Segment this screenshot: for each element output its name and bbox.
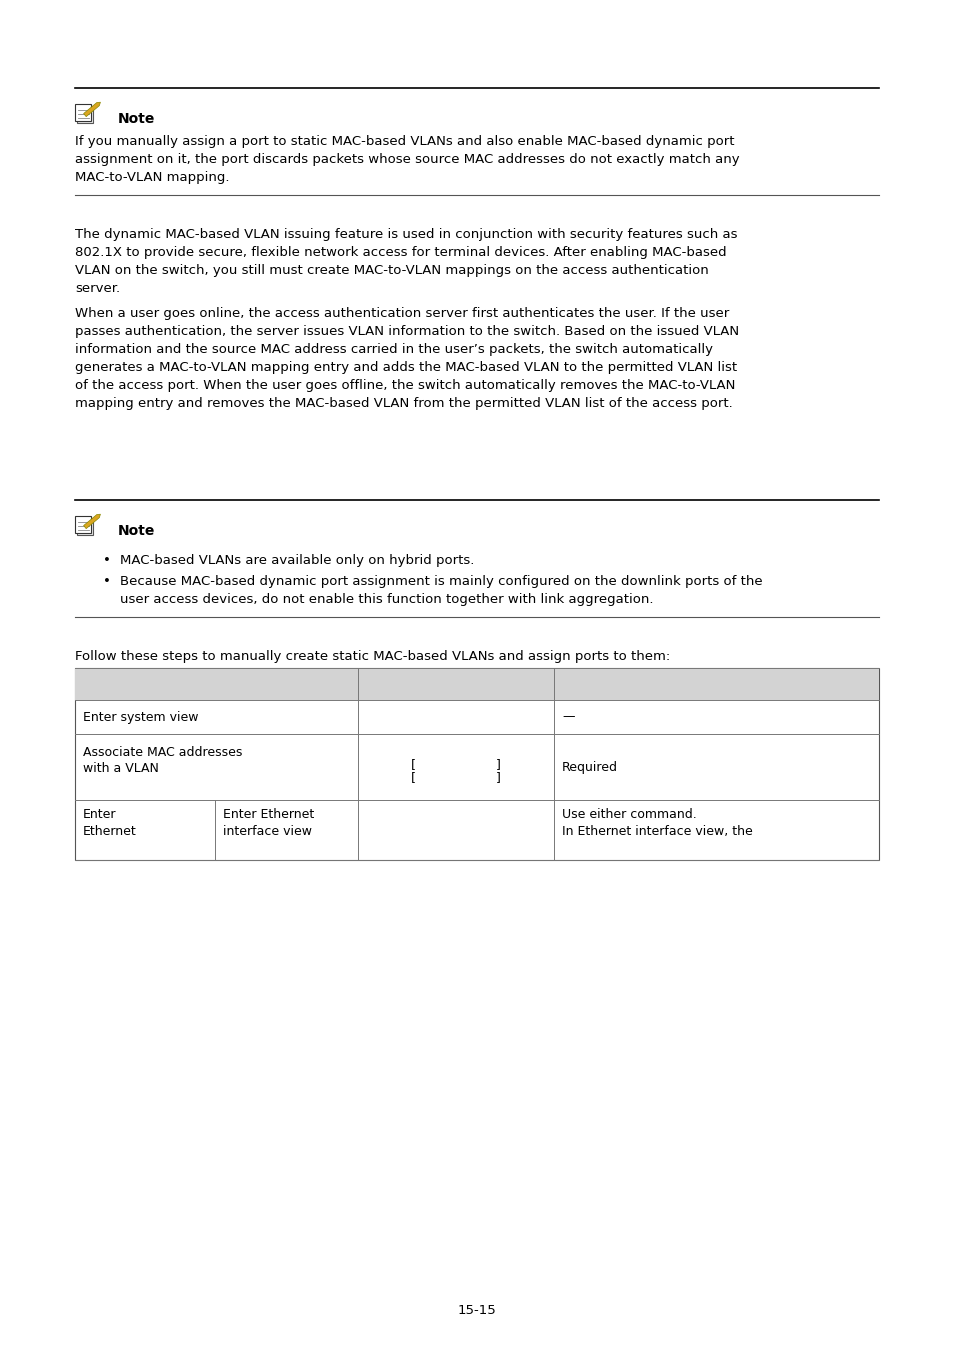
Text: server.: server. xyxy=(75,282,120,296)
Text: Required: Required xyxy=(561,760,618,774)
Bar xyxy=(75,516,91,533)
Text: •: • xyxy=(103,554,111,567)
Text: Note: Note xyxy=(118,112,155,126)
Text: •: • xyxy=(103,575,111,589)
Text: Note: Note xyxy=(118,524,155,539)
Bar xyxy=(75,104,91,122)
Text: 15-15: 15-15 xyxy=(457,1304,496,1316)
Text: Use either command.: Use either command. xyxy=(561,809,696,821)
Text: mapping entry and removes the MAC-based VLAN from the permitted VLAN list of the: mapping entry and removes the MAC-based … xyxy=(75,397,732,410)
Text: of the access port. When the user goes offline, the switch automatically removes: of the access port. When the user goes o… xyxy=(75,379,735,391)
Text: Enter: Enter xyxy=(83,809,116,821)
Text: Because MAC-based dynamic port assignment is mainly configured on the downlink p: Because MAC-based dynamic port assignmen… xyxy=(120,575,761,589)
Bar xyxy=(77,518,92,535)
Text: In Ethernet interface view, the: In Ethernet interface view, the xyxy=(561,825,752,838)
Bar xyxy=(77,107,92,123)
FancyArrow shape xyxy=(84,103,100,116)
Text: Associate MAC addresses: Associate MAC addresses xyxy=(83,747,242,759)
Text: with a VLAN: with a VLAN xyxy=(83,761,159,775)
Text: [                    ]: [ ] xyxy=(411,771,500,784)
Text: passes authentication, the server issues VLAN information to the switch. Based o: passes authentication, the server issues… xyxy=(75,325,739,338)
Text: MAC-based VLANs are available only on hybrid ports.: MAC-based VLANs are available only on hy… xyxy=(120,554,474,567)
Text: Follow these steps to manually create static MAC-based VLANs and assign ports to: Follow these steps to manually create st… xyxy=(75,649,670,663)
Bar xyxy=(75,668,878,860)
FancyArrow shape xyxy=(84,514,100,529)
Text: VLAN on the switch, you still must create MAC-to-VLAN mappings on the access aut: VLAN on the switch, you still must creat… xyxy=(75,265,708,277)
Bar xyxy=(75,668,878,701)
Text: [                    ]: [ ] xyxy=(411,757,500,771)
Text: generates a MAC-to-VLAN mapping entry and adds the MAC-based VLAN to the permitt: generates a MAC-to-VLAN mapping entry an… xyxy=(75,360,737,374)
Text: —: — xyxy=(561,710,574,724)
Text: Enter Ethernet: Enter Ethernet xyxy=(223,809,314,821)
Text: information and the source MAC address carried in the user’s packets, the switch: information and the source MAC address c… xyxy=(75,343,712,356)
Text: When a user goes online, the access authentication server first authenticates th: When a user goes online, the access auth… xyxy=(75,306,728,320)
Text: The dynamic MAC-based VLAN issuing feature is used in conjunction with security : The dynamic MAC-based VLAN issuing featu… xyxy=(75,228,737,242)
Text: 802.1X to provide secure, flexible network access for terminal devices. After en: 802.1X to provide secure, flexible netwo… xyxy=(75,246,726,259)
Text: If you manually assign a port to static MAC-based VLANs and also enable MAC-base: If you manually assign a port to static … xyxy=(75,135,734,148)
Text: user access devices, do not enable this function together with link aggregation.: user access devices, do not enable this … xyxy=(120,593,653,606)
Text: assignment on it, the port discards packets whose source MAC addresses do not ex: assignment on it, the port discards pack… xyxy=(75,153,739,166)
Text: interface view: interface view xyxy=(223,825,312,838)
Text: Enter system view: Enter system view xyxy=(83,710,198,724)
Text: Ethernet: Ethernet xyxy=(83,825,136,838)
Text: MAC-to-VLAN mapping.: MAC-to-VLAN mapping. xyxy=(75,171,230,184)
